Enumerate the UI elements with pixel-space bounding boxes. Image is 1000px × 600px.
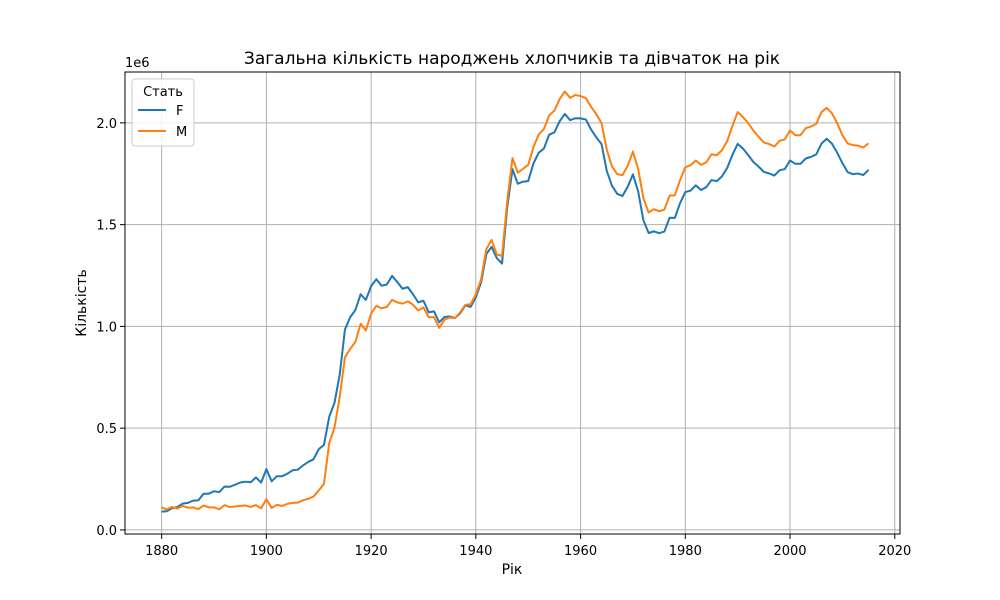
legend-label-m: M: [176, 125, 187, 140]
x-tick-label: 1940: [459, 544, 492, 559]
y-axis: 0.0 0.5 1.0 1.5 2.0: [96, 117, 125, 539]
x-tick-label: 1960: [564, 544, 597, 559]
legend-title: Стать: [143, 85, 183, 100]
series-line-m: [161, 90, 870, 511]
x-tick-label: 1880: [145, 544, 178, 559]
chart-title: Загальна кількість народжень хлопчиків т…: [244, 49, 780, 69]
grid-lines: [125, 72, 900, 534]
y-tick-label: 0.5: [96, 422, 117, 437]
y-tick-label: 0.0: [96, 524, 117, 539]
series-line-f: [161, 112, 870, 513]
legend: Стать F M: [131, 78, 195, 147]
legend-box: [131, 78, 195, 147]
plot-frame: [124, 71, 901, 535]
x-tick-label: 2000: [773, 544, 806, 559]
x-axis-label: Рік: [502, 562, 523, 578]
y-tick-label: 1.5: [96, 219, 117, 234]
y-tick-label: 2.0: [96, 117, 117, 132]
y-scale-note: 1e6: [125, 56, 150, 71]
x-tick-label: 1980: [669, 544, 702, 559]
x-tick-label: 1920: [355, 544, 388, 559]
x-tick-label: 2020: [878, 544, 911, 559]
y-axis-label: Кількість: [74, 269, 90, 336]
legend-label-f: F: [176, 104, 183, 119]
y-tick-label: 1.0: [96, 320, 117, 335]
x-axis: 1880 1900 1920 1940 1960 1980 2000 2020: [145, 534, 911, 559]
series-layer: [161, 90, 870, 513]
x-tick-label: 1900: [250, 544, 283, 559]
